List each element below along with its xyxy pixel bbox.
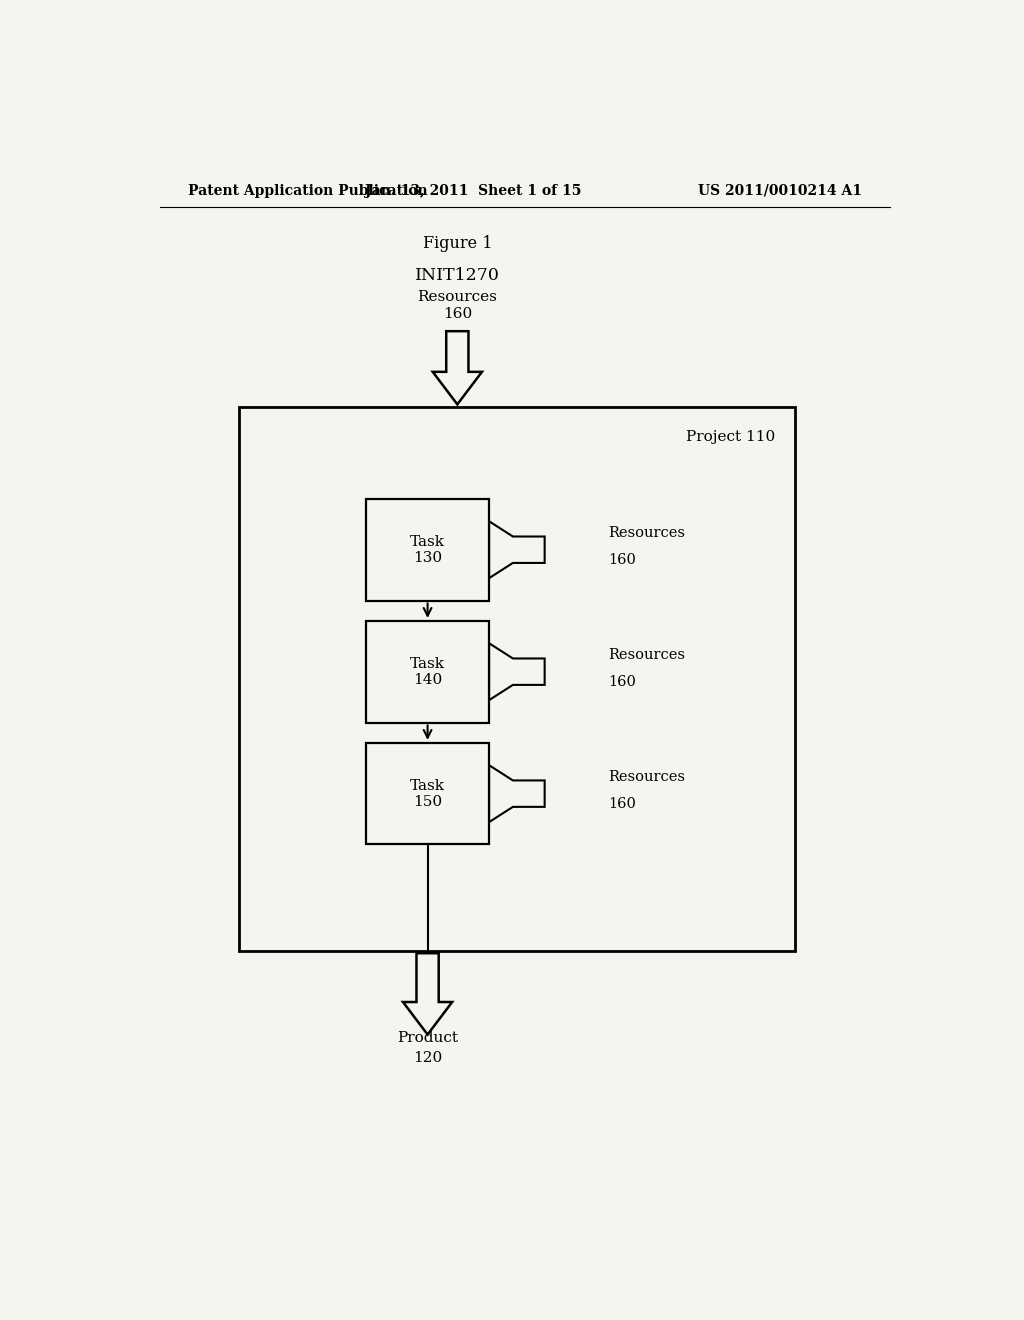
Text: Figure 1: Figure 1	[423, 235, 493, 252]
Text: 120: 120	[413, 1051, 442, 1065]
Text: US 2011/0010214 A1: US 2011/0010214 A1	[698, 183, 862, 198]
Text: 160: 160	[608, 675, 636, 689]
Text: Patent Application Publication: Patent Application Publication	[187, 183, 427, 198]
Text: Resources: Resources	[608, 527, 685, 540]
Text: Task
140: Task 140	[410, 656, 445, 686]
Text: INIT1270: INIT1270	[415, 267, 500, 284]
Text: Task
130: Task 130	[410, 535, 445, 565]
Text: Task
150: Task 150	[410, 779, 445, 809]
Text: 160: 160	[608, 797, 636, 810]
Text: Resources: Resources	[418, 290, 498, 304]
Text: Resources: Resources	[608, 648, 685, 663]
Bar	[240, 408, 795, 952]
Text: 160: 160	[608, 553, 636, 566]
Bar	[367, 620, 489, 722]
Text: Project 110: Project 110	[685, 430, 775, 444]
Bar	[367, 743, 489, 845]
Text: Jan. 13, 2011  Sheet 1 of 15: Jan. 13, 2011 Sheet 1 of 15	[365, 183, 582, 198]
Text: Resources: Resources	[608, 771, 685, 784]
Text: 160: 160	[442, 308, 472, 321]
Bar	[367, 499, 489, 601]
Text: Product: Product	[397, 1031, 458, 1044]
